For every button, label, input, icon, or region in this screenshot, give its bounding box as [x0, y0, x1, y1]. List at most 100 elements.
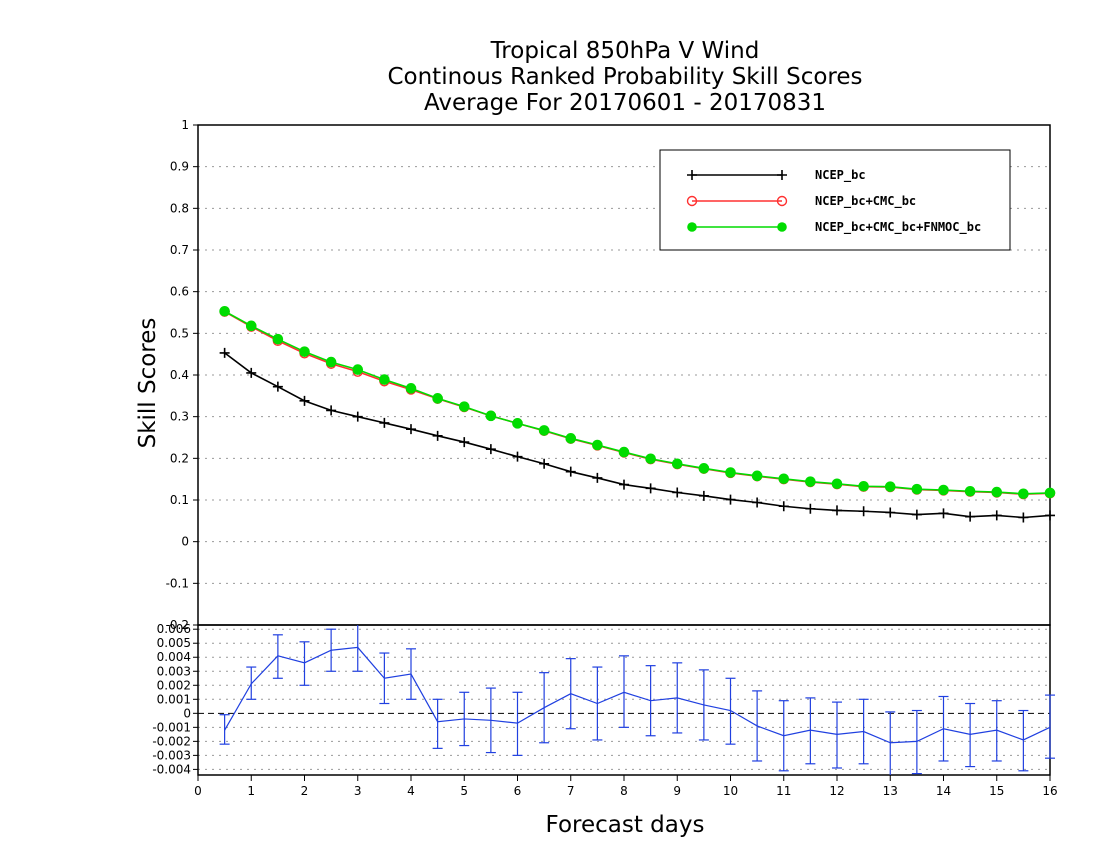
series-1-point	[219, 347, 230, 358]
x-tick-label: 9	[673, 784, 681, 798]
main-y-tick-label: 0.9	[170, 160, 189, 174]
series-3-point	[751, 470, 763, 482]
x-tick-label: 14	[936, 784, 951, 798]
series-1-point	[991, 510, 1002, 521]
main-y-tick-label: 0.2	[170, 451, 189, 465]
x-tick-label: 7	[567, 784, 575, 798]
series-3-point	[1044, 487, 1056, 499]
x-tick-label: 11	[776, 784, 791, 798]
x-tick-label: 5	[460, 784, 468, 798]
legend-marker-3	[777, 222, 787, 232]
series-1-point	[592, 472, 603, 483]
x-tick-label: 16	[1042, 784, 1057, 798]
series-1-point	[565, 466, 576, 477]
series-1-point	[619, 479, 629, 490]
x-tick-label: 2	[301, 784, 309, 798]
series-1-point	[246, 367, 257, 378]
main-y-tick-label: 0.8	[170, 201, 189, 215]
series-1-point	[698, 490, 709, 501]
series-1-point	[1018, 512, 1029, 523]
series-3-point	[671, 458, 683, 470]
series-1-point	[885, 507, 896, 518]
diff-y-tick-label: 0.001	[157, 692, 191, 706]
series-1-point	[965, 511, 976, 522]
main-panel: -0.2 -0.1 0 0.1 0.2 0.3 0.4 0.5 0.6 0.7 0.8 0.9 1 NCE…	[166, 118, 1056, 632]
main-y-tick-label: 1	[181, 118, 189, 132]
series-3-point	[725, 467, 736, 478]
diff-y-tick-label: -0.001	[152, 720, 191, 734]
x-tick-label: 13	[883, 784, 898, 798]
series-3-point	[379, 374, 390, 385]
series-3-point	[245, 320, 257, 332]
x-tick-label: 3	[354, 784, 362, 798]
series-1-point	[432, 430, 443, 441]
series-3-point	[884, 481, 896, 492]
diff-y-tick-label: 0.006	[157, 622, 191, 636]
legend: NCEP_bc NCEP_bc+CMC_bc NCEP_bc+CMC_bc+FNMO…	[659, 149, 1011, 251]
series-1-point	[672, 487, 683, 498]
series-1-point	[539, 458, 550, 469]
legend-marker-3	[687, 222, 697, 232]
legend-box	[659, 149, 1011, 251]
diff-y-tick-label: 0	[183, 706, 191, 720]
y-axis-label: Skill Scores	[135, 318, 161, 449]
main-y-tick-label: 0.4	[170, 368, 189, 382]
series-3-point	[272, 333, 284, 345]
legend-label-3: NCEP_bc+CMC_bc+FNMOC_bc	[815, 220, 981, 235]
series-1-point	[512, 451, 523, 462]
series-1-point	[725, 494, 736, 505]
series-3-point	[1018, 488, 1029, 500]
title-line-3: Average For 20170601 - 20170831	[424, 90, 826, 116]
title-line-2: Continous Ranked Probability Skill Score…	[387, 64, 862, 90]
diff-y-tick-label: 0.002	[157, 678, 191, 692]
x-tick-label: 6	[514, 784, 522, 798]
legend-marker-2	[686, 195, 698, 207]
diff-y-tick-label: -0.003	[152, 748, 191, 762]
series-3-point	[645, 453, 656, 465]
x-tick-label: 12	[829, 784, 844, 798]
series-line-2	[224, 310, 1051, 495]
legend-label-2: NCEP_bc+CMC_bc	[815, 194, 916, 209]
legend-marker-1	[687, 170, 697, 180]
diff-y-tick-label: -0.004	[152, 762, 191, 776]
diff-y-tick-label: 0.005	[157, 636, 191, 650]
series-3-point	[911, 483, 923, 495]
chart-title: Tropical 850hPa V Wind Continous Ranked …	[387, 38, 862, 116]
main-y-tick-label: 0.6	[170, 285, 189, 299]
series-3-point	[219, 305, 230, 317]
series-line-1	[224, 352, 1051, 519]
series-3-point	[325, 356, 337, 368]
main-y-tick-label: 0.1	[170, 493, 189, 507]
series-1-point	[858, 506, 869, 517]
series-1-point	[645, 483, 656, 494]
series-3-point	[805, 476, 816, 487]
series-3-point	[938, 484, 949, 496]
series-3-point	[538, 425, 550, 436]
series-1-point	[938, 508, 949, 519]
series-3-point	[432, 393, 443, 404]
difference-panel: -0.004-0.003-0.002-0.00100.0010.0020.003…	[152, 622, 1057, 798]
series-3-point	[458, 401, 470, 412]
series-3-point	[592, 439, 603, 451]
x-tick-label: 1	[247, 784, 255, 798]
main-y-tick-label: 0.5	[170, 326, 189, 340]
series-1-point	[299, 395, 310, 406]
title-line-1: Tropical 850hPa V Wind	[490, 38, 760, 64]
series-3-point	[858, 480, 869, 492]
diff-y-tick-label: 0.004	[157, 650, 191, 664]
series-3-point	[485, 410, 497, 422]
diff-y-tick-label: -0.002	[152, 734, 191, 748]
x-tick-label: 0	[194, 784, 202, 798]
series-1-point	[778, 501, 789, 512]
x-tick-label: 15	[989, 784, 1004, 798]
series-1-point	[326, 405, 337, 416]
diff-y-tick-label: 0.003	[157, 664, 191, 678]
series-1-point	[352, 411, 363, 422]
series-3-point	[831, 478, 843, 490]
x-tick-label: 4	[407, 784, 415, 798]
series-3-point	[991, 486, 1003, 498]
x-tick-label: 10	[723, 784, 738, 798]
legend-label-1: NCEP_bc	[815, 168, 866, 183]
series-3-point	[964, 485, 976, 497]
